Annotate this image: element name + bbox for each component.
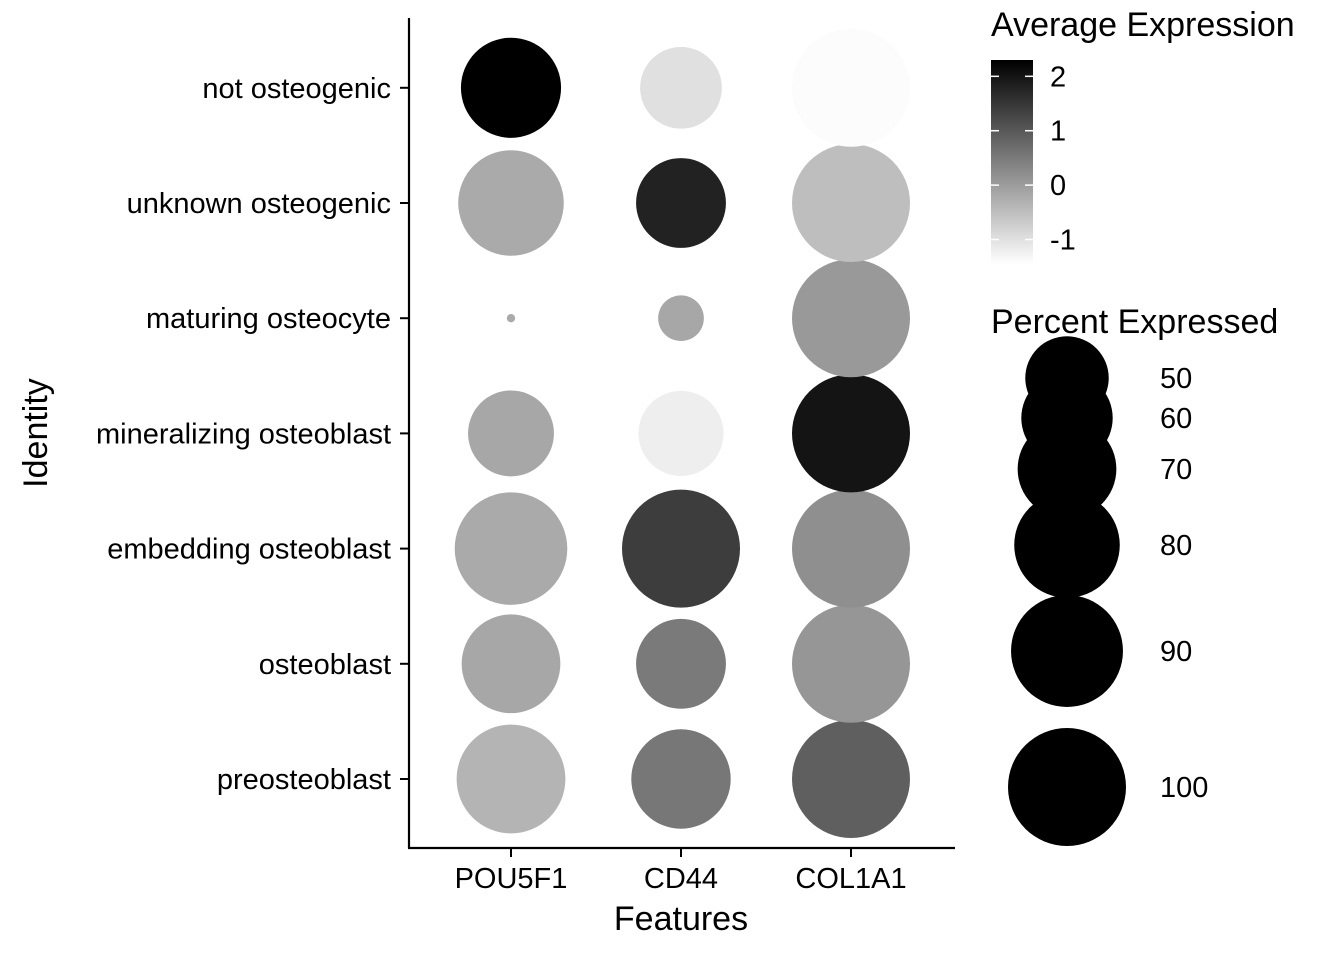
size-legend-label: 50 (1160, 363, 1192, 395)
size-legend-label: 60 (1160, 403, 1192, 435)
size-legend-dot (1017, 419, 1117, 519)
dot-maturing-osteocyte-col1a1 (792, 259, 910, 378)
dot-mineralizing-osteoblast-col1a1 (792, 374, 910, 493)
y-tick-label: mineralizing osteoblast (96, 418, 391, 450)
dot-embedding-osteoblast-pou5f1 (454, 492, 568, 605)
size-legend-dot (1014, 492, 1120, 598)
dot-osteoblast-col1a1 (792, 604, 910, 723)
x-tick-label: COL1A1 (795, 863, 906, 895)
dot-mineralizing-osteoblast-pou5f1 (468, 390, 554, 477)
colorbar (991, 60, 1033, 264)
y-axis-title: Identity (17, 378, 55, 488)
size-legend-label: 80 (1160, 530, 1192, 562)
size-legend-items: 50 60 70 80 90 100 (1008, 336, 1208, 846)
dot-not-osteogenic-pou5f1 (460, 37, 562, 138)
dot-unknown-osteogenic-cd44 (636, 158, 726, 248)
dot-embedding-osteoblast-cd44 (622, 489, 740, 608)
x-axis-title: Features (614, 900, 748, 938)
dot-osteoblast-cd44 (636, 618, 726, 709)
size-legend-title: Percent Expressed (991, 303, 1278, 341)
color-legend: Average Expression 2 1 0 -1 (991, 6, 1295, 264)
size-legend: Percent Expressed 50 60 70 80 90 100 (991, 303, 1278, 846)
size-legend-label: 70 (1160, 454, 1192, 486)
y-tick-label: preosteoblast (217, 764, 391, 796)
y-tick-label: maturing osteocyte (146, 303, 391, 335)
colorbar-tick-label: 0 (1050, 170, 1066, 202)
size-legend-label: 90 (1160, 636, 1192, 668)
dot-embedding-osteoblast-col1a1 (792, 489, 910, 608)
colorbar-tick-label: 2 (1050, 61, 1066, 93)
y-tick-label: osteoblast (259, 649, 391, 681)
dot-mineralizing-osteoblast-cd44 (638, 390, 724, 476)
color-legend-title: Average Expression (991, 6, 1295, 44)
dot-not-osteogenic-cd44 (640, 46, 722, 129)
dot-maturing-osteocyte-cd44 (658, 295, 704, 342)
y-tick-label: embedding osteoblast (107, 534, 391, 566)
size-legend-label: 100 (1160, 772, 1208, 804)
dot-osteoblast-pou5f1 (461, 614, 561, 714)
y-tick-label: not osteogenic (202, 73, 391, 105)
x-tick-label: CD44 (644, 863, 718, 895)
dot-not-osteogenic-col1a1 (792, 28, 910, 147)
x-ticks: POU5F1 CD44 COL1A1 (455, 848, 907, 895)
dot-maturing-osteocyte-pou5f1 (506, 314, 516, 323)
dot-preosteoblast-cd44 (631, 729, 731, 829)
size-legend-dot (1011, 595, 1123, 707)
size-legend-dot (1008, 728, 1126, 846)
x-tick-label: POU5F1 (455, 863, 568, 895)
dot-unknown-osteogenic-pou5f1 (458, 150, 564, 256)
y-ticks: preosteoblast osteoblast embedding osteobl… (96, 73, 409, 796)
y-tick-label: unknown osteogenic (127, 188, 391, 220)
dots-layer (454, 28, 910, 838)
colorbar-tick-label: -1 (1050, 225, 1076, 257)
dot-preosteoblast-col1a1 (792, 720, 910, 838)
dot-preosteoblast-pou5f1 (456, 724, 566, 834)
colorbar-ticks: 2 1 0 -1 (991, 61, 1076, 257)
dot-unknown-osteogenic-col1a1 (792, 144, 910, 262)
colorbar-tick-label: 1 (1050, 116, 1066, 148)
